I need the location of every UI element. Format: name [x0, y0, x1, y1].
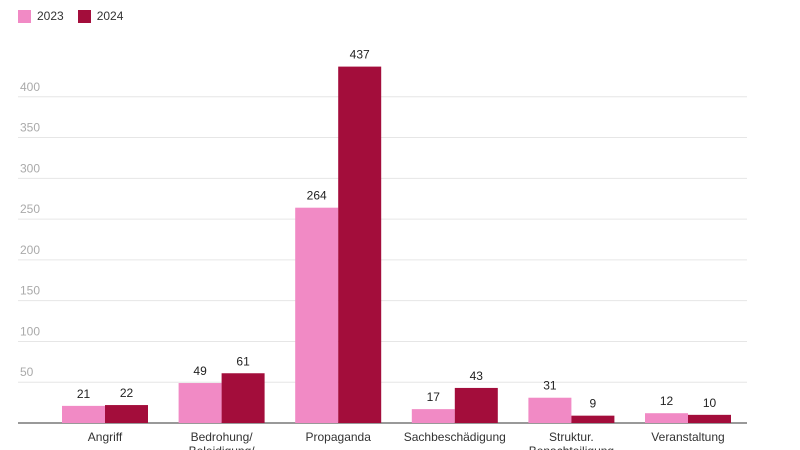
legend-label-2024: 2024: [96, 9, 124, 23]
bar-2024: [221, 373, 265, 423]
bars: [62, 66, 731, 423]
legend-label-2023: 2023: [37, 9, 64, 23]
bar-2023: [645, 413, 688, 423]
y-tick-label: 350: [20, 121, 40, 135]
bar-2023: [62, 405, 105, 423]
category-label: Angriff: [88, 430, 123, 444]
legend-item-2023: 2023: [18, 9, 64, 23]
y-tick-label: 400: [20, 80, 40, 94]
legend-swatch-2024: [77, 9, 91, 23]
chart-legend: 2023 2024: [18, 9, 123, 23]
legend-item-2024: 2024: [77, 9, 124, 23]
y-tick-label: 50: [20, 365, 34, 379]
category-label: Bedrohung/Beleidigung/: [189, 430, 256, 450]
data-label-2024: 437: [350, 48, 370, 62]
bar-2024: [454, 387, 498, 423]
y-tick-label: 250: [20, 202, 40, 216]
data-label-2023: 17: [427, 390, 441, 404]
data-label-2024: 10: [703, 396, 717, 410]
bar-2024: [571, 415, 615, 423]
y-tick-label: 300: [20, 161, 40, 175]
bar-2024: [338, 66, 382, 423]
y-tick-label: 200: [20, 243, 40, 257]
data-label-2024: 61: [236, 354, 250, 368]
bar-2023: [178, 383, 222, 423]
category-label: Struktur.Benachteiligung: [529, 430, 614, 450]
bar-2023: [528, 397, 572, 423]
category-label: Veranstaltung: [651, 430, 724, 444]
data-label-2023: 49: [193, 364, 207, 378]
bar-2023: [411, 409, 455, 423]
bar-2024: [105, 405, 148, 423]
data-label-2024: 9: [590, 397, 597, 411]
bar-2024: [688, 414, 731, 423]
data-label-2023: 264: [307, 189, 327, 203]
bar-2023: [295, 207, 339, 423]
grid-lines: 50 100 150 200 250 300 350 400: [18, 80, 747, 424]
legend-swatch-2023: [18, 9, 31, 23]
value-labels: 21 22 49 61 264 437 17 43 31 9 12 10: [77, 48, 717, 411]
data-label-2023: 31: [543, 379, 557, 393]
data-label-2024: 43: [470, 369, 484, 383]
category-label: Propaganda: [306, 430, 372, 444]
y-tick-label: 100: [20, 324, 40, 338]
data-label-2024: 22: [120, 386, 134, 400]
data-label-2023: 12: [660, 394, 674, 408]
y-tick-label: 150: [20, 284, 40, 298]
data-label-2023: 21: [77, 387, 91, 401]
category-labels: Angriff Bedrohung/Beleidigung/Propaganda S…: [88, 430, 725, 450]
category-label: Sachbeschädigung: [404, 430, 506, 444]
